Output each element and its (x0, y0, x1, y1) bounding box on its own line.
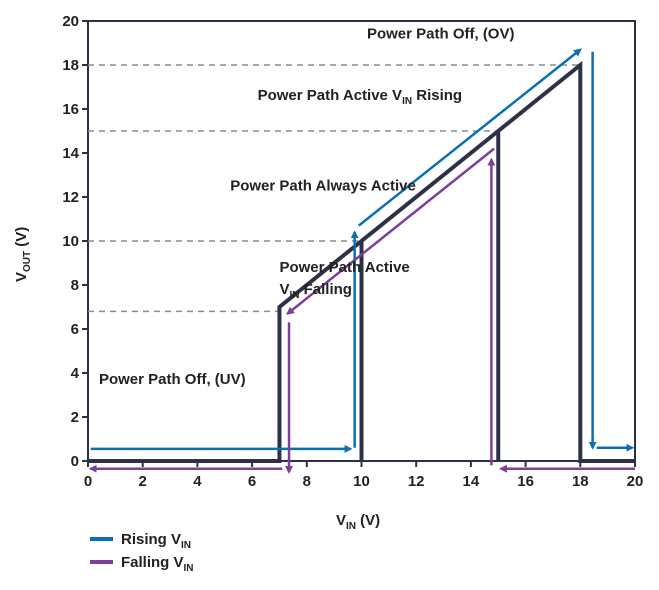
legend-label-falling: Falling VIN (121, 554, 194, 574)
y-tick-label: 20 (62, 13, 79, 30)
y-tick-label: 0 (71, 453, 79, 470)
region-label-uv: Power Path Off, (UV) (99, 371, 246, 388)
y-tick-label: 8 (71, 277, 79, 294)
x-tick-label: 2 (139, 473, 147, 490)
x-tick-label: 16 (517, 473, 534, 490)
region-label-always-active: Power Path Always Active (230, 177, 416, 194)
region-label-ov: Power Path Off, (OV) (367, 26, 515, 43)
y-tick-label: 14 (62, 145, 79, 162)
x-tick-label: 8 (303, 473, 311, 490)
x-axis-ticks: 0 2 4 6 8 10 12 14 16 18 20 (84, 461, 644, 490)
y-tick-label: 2 (71, 409, 79, 426)
x-tick-label: 10 (353, 473, 370, 490)
x-tick-label: 12 (408, 473, 425, 490)
region-label-active-falling: VIN Falling (279, 281, 352, 301)
legend: Rising VIN Falling VIN (90, 531, 194, 574)
y-axis-label: VOUT (V) (13, 227, 33, 282)
y-tick-label: 6 (71, 321, 79, 338)
x-tick-label: 6 (248, 473, 256, 490)
x-tick-label: 0 (84, 473, 92, 490)
region-label-active-falling: Power Path Active (279, 259, 409, 276)
x-tick-label: 20 (627, 473, 644, 490)
y-tick-label: 10 (62, 233, 79, 250)
x-tick-label: 14 (463, 473, 480, 490)
x-tick-label: 4 (193, 473, 202, 490)
legend-item-falling: Falling VIN (90, 554, 194, 574)
legend-item-rising: Rising VIN (90, 531, 191, 551)
y-tick-label: 18 (62, 57, 79, 74)
y-tick-label: 16 (62, 101, 79, 118)
threshold-lines (88, 64, 581, 313)
rising-arrow-segment (357, 48, 582, 227)
legend-label-rising: Rising VIN (121, 531, 191, 551)
region-label-active-rising: Power Path Active VIN Rising (258, 87, 463, 107)
y-axis-ticks: 0 2 4 6 8 10 12 14 16 18 20 (62, 13, 88, 470)
x-tick-label: 18 (572, 473, 589, 490)
falling-arrow-segment (286, 147, 495, 315)
series-line-vout (88, 60, 635, 463)
y-tick-label: 12 (62, 189, 79, 206)
x-axis-label: VIN (V) (336, 512, 380, 532)
region-labels: Power Path Off, (OV) Power Path Active VI… (99, 26, 515, 388)
series-layer (88, 48, 635, 474)
y-tick-label: 4 (71, 365, 80, 382)
